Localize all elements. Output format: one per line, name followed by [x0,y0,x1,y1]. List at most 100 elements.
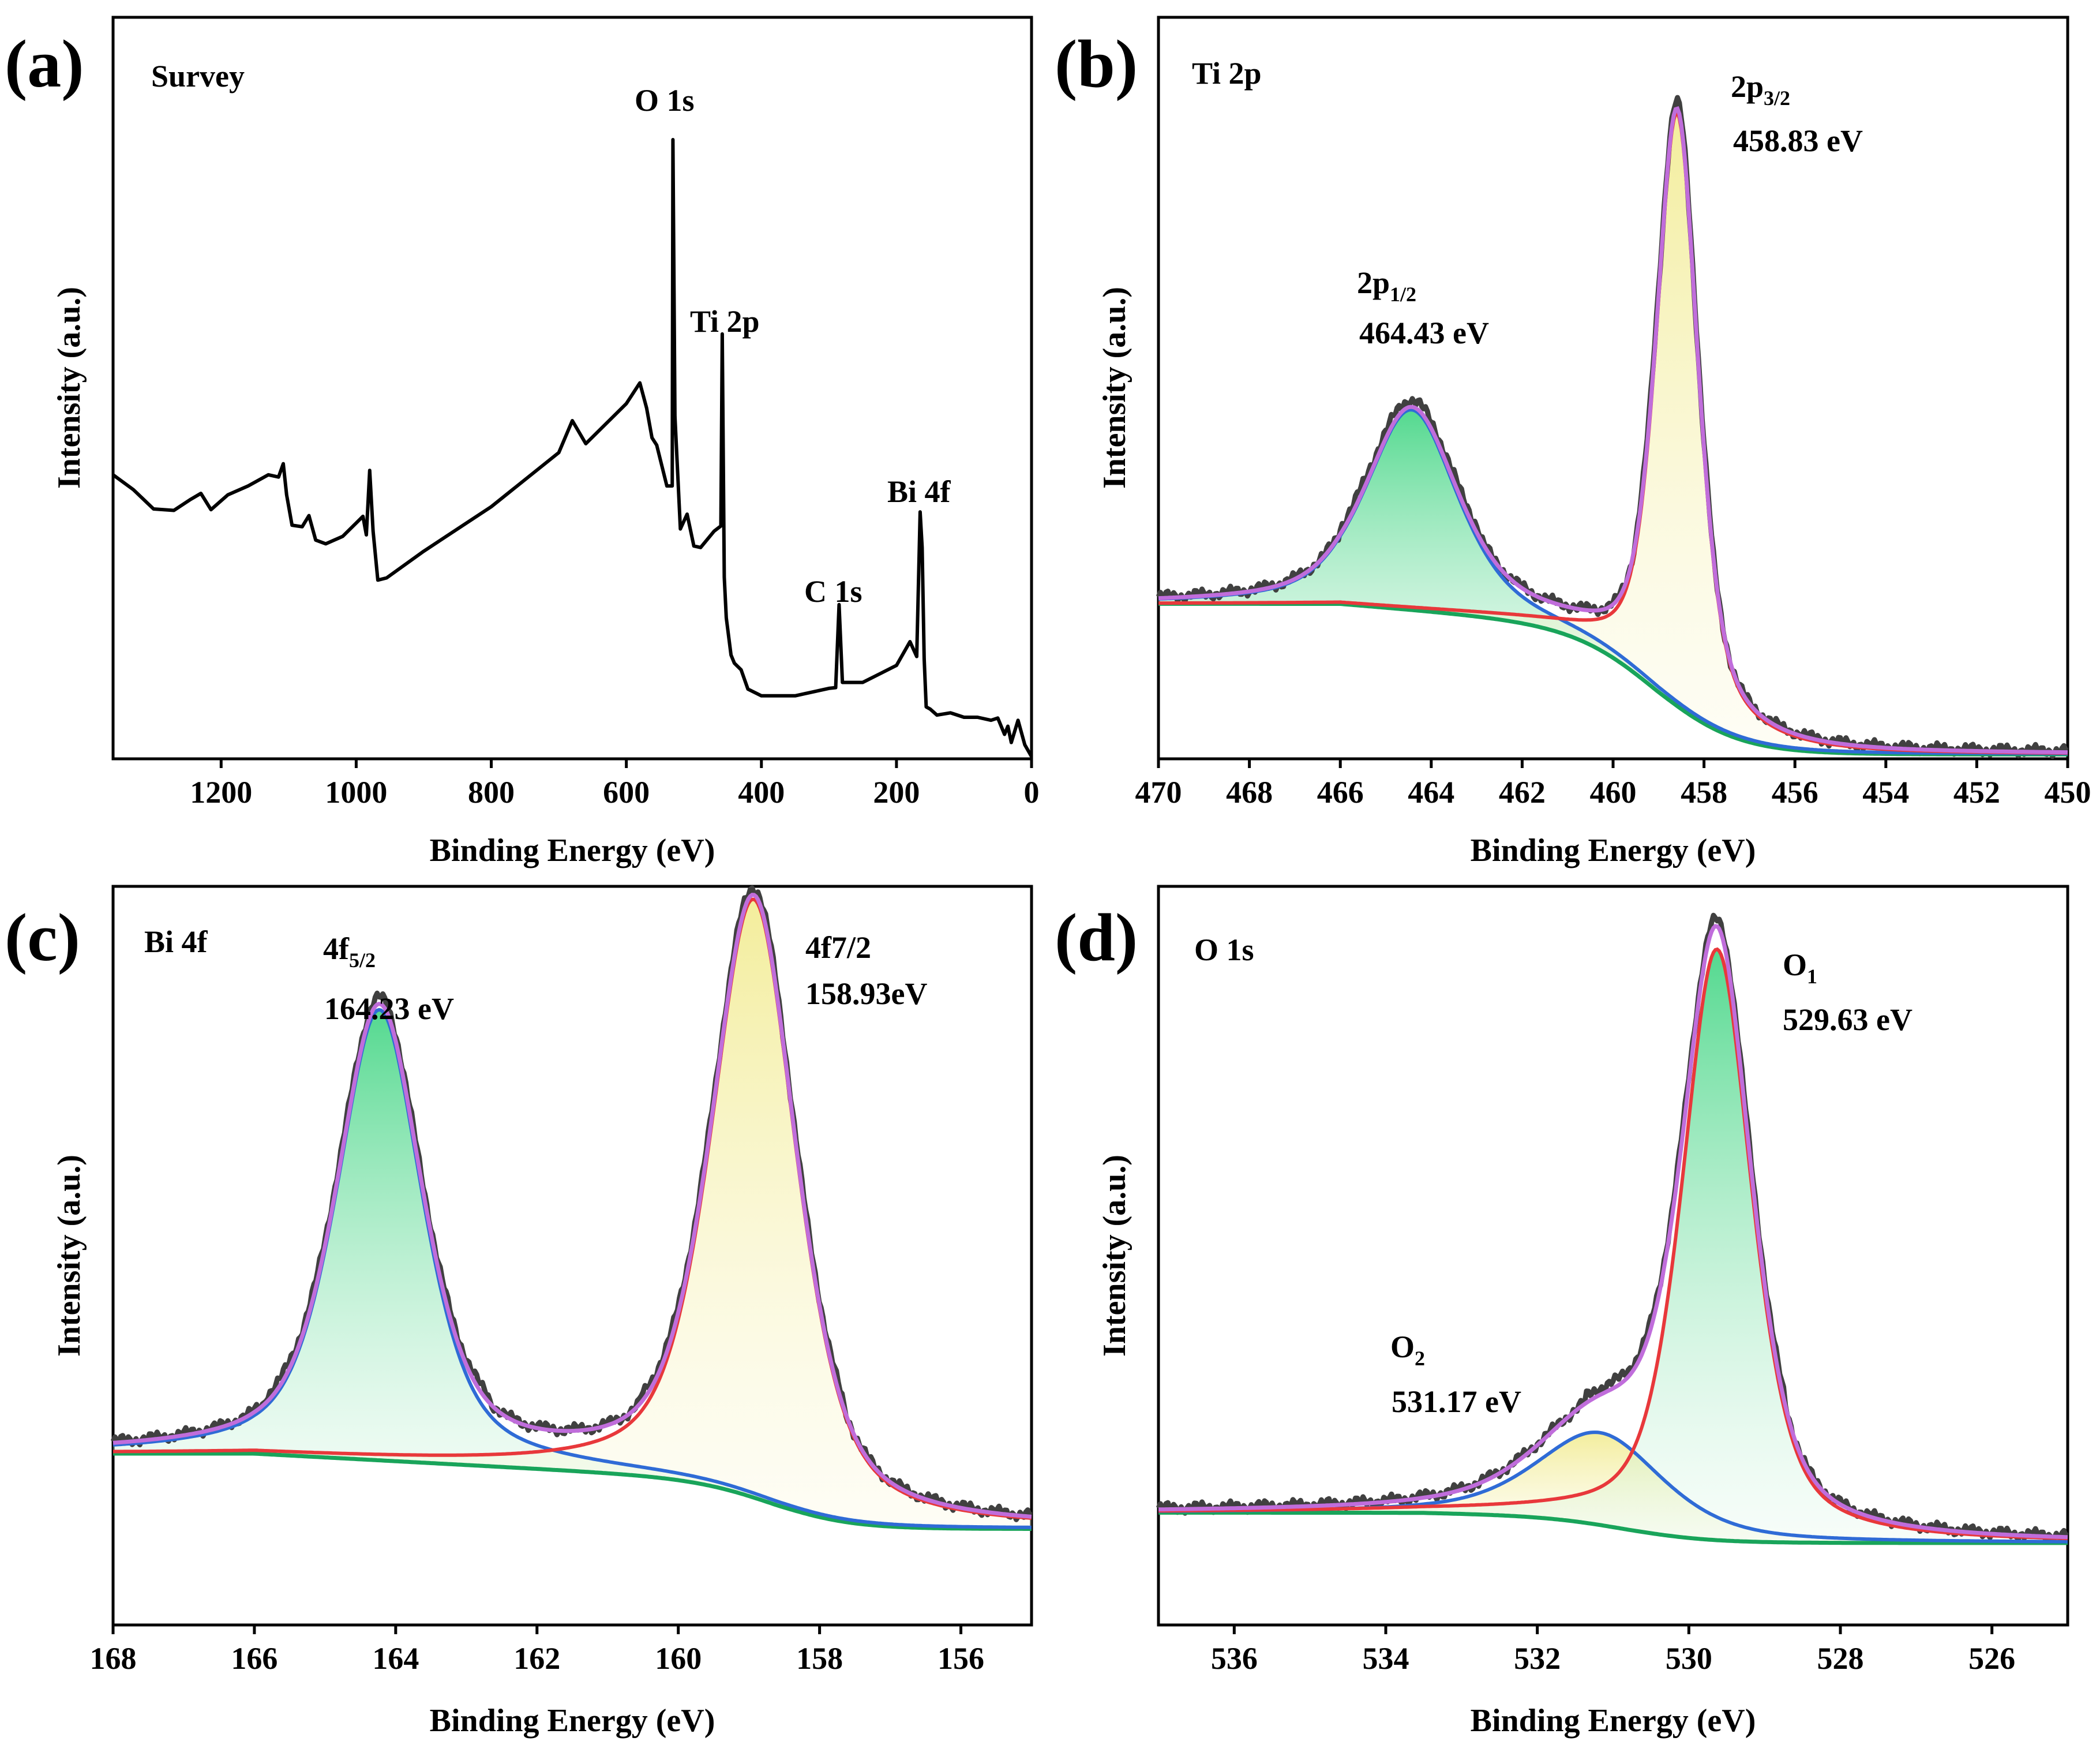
annotation-4f52-sub: 5/2 [349,949,376,972]
background-line [1158,1510,2068,1545]
panel-a: (a) Survey 1200 1000 800 600 400 200 0 O 1s Ti… [5,16,1040,868]
x-tick-label: 466 [1317,775,1364,810]
peak-area-2p1-2 [1158,410,2068,755]
x-tick-label: 452 [1953,775,2000,810]
y-axis-label-d: Intensity (a.u.) [1097,1155,1132,1357]
annotation-2p32-value: 458.83 eV [1733,123,1863,158]
x-tick-label: 454 [1862,775,1909,810]
panel-letter-a: (a) [5,26,84,102]
plot-area-c [110,885,1033,1531]
annotation-2p12-label: 2p1/2 [1357,265,1416,306]
x-tick-label: 450 [2045,775,2091,810]
x-tick-label: 460 [1590,775,1637,810]
x-tick-label: 462 [1499,775,1546,810]
x-axis-label-d: Binding Energy (eV) [1471,1703,1756,1739]
x-tick-label: 458 [1681,775,1727,810]
panel-title-a: Survey [151,59,245,93]
peak-area-4f7-2 [113,899,1032,1529]
annotation-c1s: C 1s [804,574,862,609]
x-tick-label: 800 [468,775,515,810]
y-axis-label-b: Intensity (a.u.) [1097,287,1132,489]
x-tick-label: 1000 [325,775,387,810]
x-tick-label: 200 [873,775,920,810]
annotation-2p12-main: 2p [1357,265,1390,300]
x-tick-label: 600 [603,775,650,810]
plot-area-d [1156,912,2069,1545]
x-axis-label-a: Binding Energy (eV) [430,833,715,868]
annotation-2p12-value: 464.43 eV [1359,316,1489,350]
annotation-4f72-label: 4f7/2 [805,930,871,965]
annotation-o1-sub: 1 [1807,965,1817,988]
panel-title-c: Bi 4f [144,924,208,959]
panel-title-b: Ti 2p [1192,56,1262,91]
x-tick-label: 162 [513,1641,560,1676]
annotation-o1-label: O1 [1783,948,1817,988]
panel-d: (d) O 1s 536 534 532 530 528 526 O1 529.63 eV… [1055,885,2069,1739]
envelope-line [1158,924,2068,1540]
x-tick-label: 532 [1514,1641,1561,1676]
x-tick-label: 464 [1408,775,1454,810]
annotation-2p32-sub: 3/2 [1764,87,1790,110]
x-ticks-c: 168 166 164 162 160 158 156 [90,1625,984,1676]
x-tick-label: 528 [1817,1641,1864,1676]
fit-line-4f5-2 [112,1008,1032,1529]
x-tick-label: 456 [1772,775,1818,810]
peak-area-2p3-2 [1158,113,2068,755]
x-ticks-d: 536 534 532 530 528 526 [1211,1625,2015,1676]
x-tick-label: 166 [231,1641,278,1676]
envelope-line [1158,106,2068,755]
x-tick-label: 158 [796,1641,843,1676]
x-tick-label: 534 [1363,1641,1409,1676]
x-tick-label: 156 [937,1641,984,1676]
panel-title-d: O 1s [1194,933,1254,967]
x-tick-label: 470 [1135,775,1182,810]
x-ticks-a: 1200 1000 800 600 400 200 0 [190,759,1040,810]
annotation-o2-value: 531.17 eV [1392,1384,1521,1419]
annotation-2p12-sub: 1/2 [1390,283,1416,306]
annotation-o1-main: O [1783,948,1807,982]
plot-frame-a [111,16,1033,761]
annotation-4f52-label: 4f5/2 [323,931,376,972]
annotation-o1-value: 529.63 eV [1783,1002,1912,1037]
survey-spectrum-line [112,138,1033,758]
x-tick-label: 160 [655,1641,702,1676]
annotation-o2-sub: 2 [1415,1347,1425,1370]
x-tick-label: 526 [1968,1641,2015,1676]
background-line [113,1451,1032,1531]
fit-line-2p1-2 [1158,408,2068,755]
x-tick-label: 530 [1666,1641,1712,1676]
annotation-4f52-value: 164.23 eV [324,991,454,1026]
peak-area-4f5-2 [113,1009,1032,1529]
plot-area-a [112,138,1033,758]
annotation-o2-main: O [1390,1330,1415,1364]
y-axis-label-c: Intensity (a.u.) [51,1155,87,1357]
y-axis-label-a: Intensity (a.u.) [51,287,87,489]
x-tick-label: 164 [372,1641,419,1676]
envelope-line [112,893,1032,1519]
panel-letter-c: (c) [5,900,80,975]
plot-frame-c [111,885,1033,1627]
annotation-2p32-main: 2p [1731,69,1764,104]
annotation-bi4f: Bi 4f [887,474,951,509]
x-tick-label: 0 [1024,775,1040,810]
x-axis-label-b: Binding Energy (eV) [1471,833,1756,868]
plot-frame-d [1157,885,2069,1627]
x-tick-label: 468 [1226,775,1273,810]
panel-letter-d: (d) [1055,900,1138,975]
panel-b: (b) Ti 2p 470 468 466 464 462 460 458 456 454 452… [1055,16,2091,868]
annotation-4f52-main: 4f [323,931,350,966]
annotation-2p32-label: 2p3/2 [1731,69,1790,110]
plot-area-b [1156,95,2069,759]
panel-c: (c) Bi 4f 168 166 164 162 160 158 156 4f5/2 16… [5,885,1033,1739]
x-tick-label: 536 [1211,1641,1258,1676]
panel-letter-b: (b) [1055,26,1138,102]
annotation-o2-label: O2 [1390,1330,1425,1370]
x-tick-label: 1200 [190,775,252,810]
annotation-4f72-value: 158.93eV [805,976,927,1011]
annotation-o1s: O 1s [635,83,695,118]
fit-line-O1 [1158,947,2068,1541]
x-tick-label: 168 [90,1641,137,1676]
annotation-ti2p: Ti 2p [690,304,760,339]
x-axis-label-c: Binding Energy (eV) [430,1703,715,1739]
